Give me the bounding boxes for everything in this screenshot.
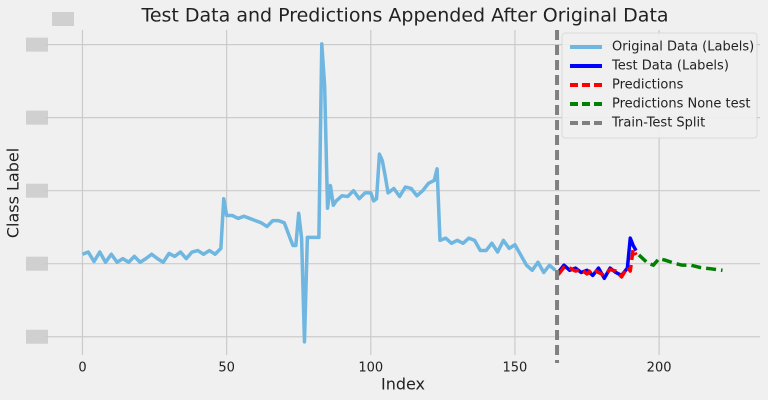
series-line	[556, 247, 638, 279]
legend-box	[561, 32, 758, 139]
legend-label: Predictions None test	[612, 97, 751, 112]
x-tick-label: 150	[503, 361, 528, 376]
y-axis-label: Class Label	[4, 148, 23, 238]
y-tick-label-redacted	[26, 183, 48, 198]
y-tick-label-redacted	[26, 256, 48, 271]
redacted-label	[52, 12, 74, 26]
x-axis-label: Index	[381, 375, 425, 394]
x-tick-label: 50	[218, 361, 235, 376]
y-tick-label-redacted	[26, 37, 48, 52]
y-tick-label-redacted	[26, 110, 48, 125]
legend-label: Test Data (Labels)	[611, 59, 729, 74]
legend-label: Train-Test Split	[611, 116, 705, 131]
x-tick-label: 100	[358, 361, 383, 376]
legend-label: Predictions	[612, 78, 684, 93]
legend: Original Data (Labels) Test Data (Labels)…	[561, 32, 758, 139]
y-tick-label-redacted	[26, 329, 48, 344]
series-line	[637, 253, 723, 273]
chart-title: Test Data and Predictions Appended After…	[140, 5, 668, 27]
series-line	[81, 42, 557, 344]
x-tick-label: 0	[78, 361, 86, 376]
legend-label: Original Data (Labels)	[612, 40, 754, 55]
x-tick-label: 200	[647, 361, 672, 376]
